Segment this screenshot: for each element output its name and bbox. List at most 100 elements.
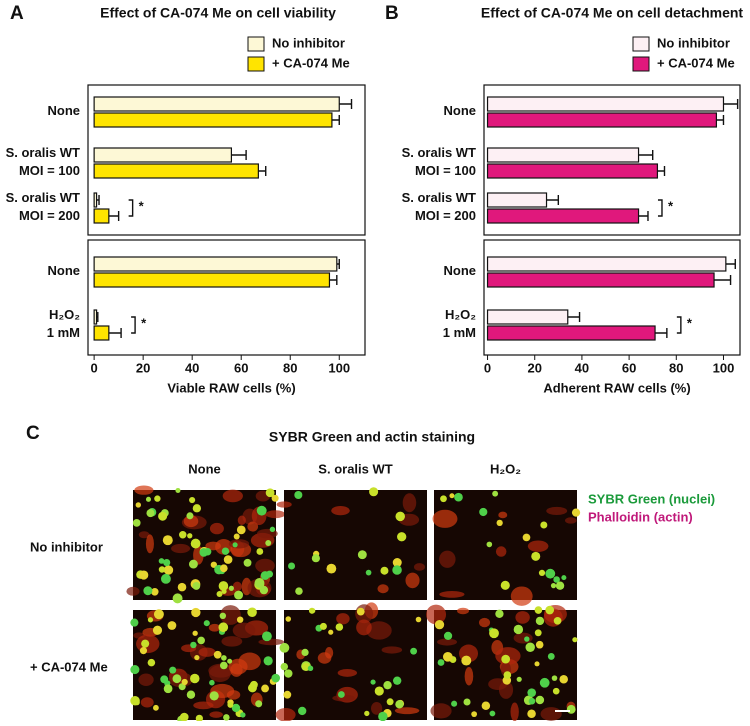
error-bar [655, 328, 668, 338]
nucleus [192, 504, 202, 513]
actin-blob [221, 636, 243, 647]
nucleus [255, 700, 263, 708]
category-label: H₂O₂ 1 mM [47, 307, 80, 340]
nucleus [374, 686, 384, 696]
nucleus [528, 697, 536, 705]
bar [93, 256, 338, 272]
nucleus [130, 665, 140, 675]
nucleus [364, 710, 370, 717]
error-bar [331, 115, 340, 125]
nucleus [139, 570, 149, 580]
actin-blob [209, 665, 231, 683]
nucleus [172, 674, 182, 684]
x-tick-label: 100 [713, 360, 735, 375]
actin-blob [258, 638, 285, 646]
nucleus [130, 618, 139, 627]
bar [486, 208, 640, 224]
actin-blob [331, 506, 350, 516]
legend-label: + CA-074 Me [657, 55, 735, 70]
nucleus [553, 616, 562, 625]
nucleus [163, 558, 171, 567]
actin-blob [510, 586, 533, 606]
panel-letter: C [26, 423, 40, 444]
actin-blob [366, 621, 392, 640]
nucleus [147, 658, 156, 667]
nucleus [218, 622, 229, 633]
actin-blob [546, 506, 568, 516]
bar [486, 256, 727, 272]
nucleus [153, 704, 159, 711]
actin-blob [394, 707, 420, 715]
legend-label: No inhibitor [272, 35, 345, 50]
nucleus [260, 571, 270, 580]
nucleus [357, 550, 367, 560]
error-bar [339, 99, 353, 109]
nucleus [311, 554, 320, 563]
nucleus [310, 608, 316, 614]
actin-blob [356, 619, 372, 636]
category-label: S. oralis WT MOI = 100 [402, 145, 476, 178]
nucleus [175, 487, 181, 493]
row-label: No inhibitor [30, 539, 103, 554]
actin-blob [413, 563, 426, 571]
actin-blob [228, 658, 248, 675]
actin-blob [228, 539, 250, 549]
nucleus [195, 714, 203, 722]
nucleus [223, 555, 233, 564]
actin-blob [232, 581, 242, 592]
nucleus [162, 535, 173, 546]
x-tick-label: 40 [575, 360, 589, 375]
actin-blob [237, 515, 246, 526]
legend-swatch [632, 36, 650, 52]
nucleus [319, 622, 327, 630]
bar [486, 325, 656, 341]
nucleus [449, 493, 455, 499]
nucleus [326, 563, 337, 574]
nucleus [158, 566, 166, 573]
actin-blob [232, 622, 256, 639]
nucleus [265, 488, 275, 498]
actin-blob [209, 522, 224, 535]
nucleus [279, 642, 290, 653]
nucleus [395, 511, 405, 522]
error-bar [329, 275, 338, 285]
nucleus [190, 673, 200, 684]
actin-blob [337, 668, 358, 677]
nucleus [265, 540, 272, 546]
actin-blob [336, 613, 350, 625]
actin-blob [527, 540, 549, 552]
micrograph [276, 487, 427, 600]
nucleus [190, 538, 201, 549]
nucleus [256, 505, 267, 516]
nucleus [463, 698, 471, 706]
column-label: None [188, 461, 221, 476]
nucleus [163, 684, 173, 694]
nucleus [486, 541, 493, 548]
nucleus [145, 496, 152, 502]
nucleus [535, 695, 545, 705]
nucleus [135, 502, 141, 508]
nucleus [223, 714, 230, 721]
error-bar [96, 195, 100, 205]
actin-blob [430, 703, 452, 719]
actin-blob [513, 632, 533, 644]
actin-blob [540, 707, 562, 721]
nucleus [153, 609, 164, 620]
bar [93, 112, 333, 128]
nucleus [143, 586, 153, 596]
category-label: None [444, 103, 477, 118]
panel-letter: A [10, 3, 24, 24]
nucleus [534, 661, 540, 667]
nucleus [559, 675, 568, 684]
micrograph [130, 605, 285, 724]
nucleus [571, 508, 581, 517]
error-bar [725, 259, 736, 269]
nucleus [262, 631, 272, 642]
category-label: H₂O₂ 1 mM [443, 307, 476, 340]
actin-blob [145, 534, 154, 554]
x-tick-label: 0 [91, 360, 98, 375]
panel-letter: B [385, 3, 399, 24]
significance-mark: * [141, 315, 147, 330]
nucleus [227, 701, 234, 708]
actin-blob [405, 572, 420, 589]
